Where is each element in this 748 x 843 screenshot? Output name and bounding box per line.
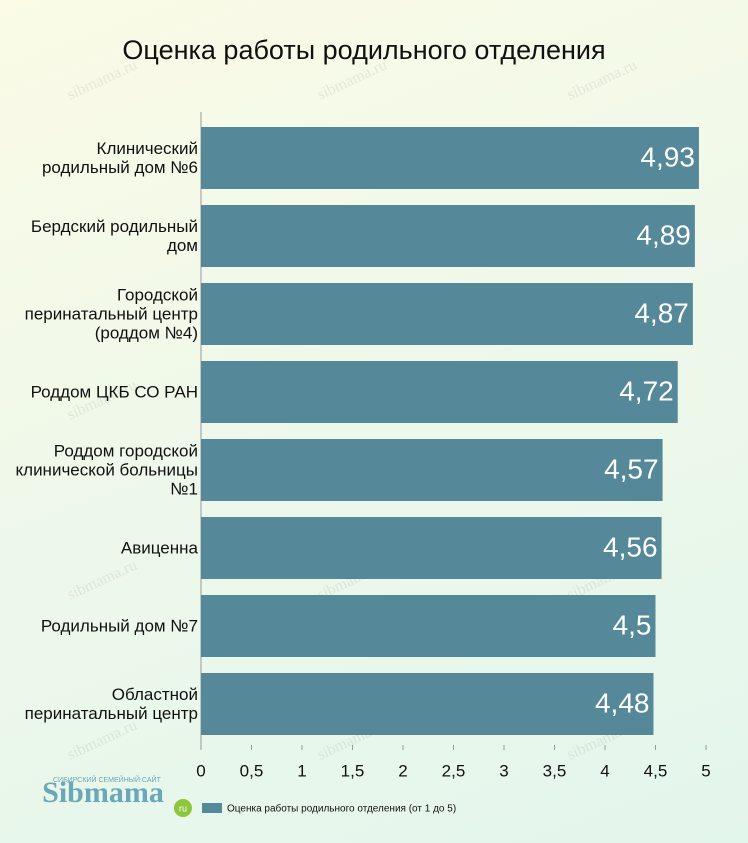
watermark: sibmama.ru [65, 556, 140, 603]
bar [201, 439, 663, 501]
y-tick-label: Родильный дом №7 [40, 616, 198, 636]
x-tick-label: 1 [297, 761, 306, 780]
value-label: 4,93 [640, 141, 695, 172]
x-tick-label: 0,5 [240, 761, 264, 780]
y-tick-label: Роддом ЦКБ СО РАН [30, 382, 198, 402]
watermark: sibmama.ru [65, 716, 140, 763]
value-label: 4,89 [636, 219, 691, 250]
bar [201, 205, 695, 267]
y-tick-label: Клинический родильный дом №6 [41, 139, 198, 177]
x-tick-label: 3,5 [543, 761, 567, 780]
value-label: 4,87 [634, 297, 689, 328]
x-tick-label: 5 [701, 761, 710, 780]
bar [201, 673, 654, 735]
value-label: 4,57 [604, 453, 659, 484]
value-label: 4,5 [613, 609, 652, 640]
chart-title: Оценка работы родильного отделения [122, 35, 605, 65]
x-tick-label: 2 [398, 761, 407, 780]
bar [201, 283, 693, 345]
x-tick-label: 3 [499, 761, 508, 780]
value-label: 4,56 [603, 531, 658, 562]
bar [201, 517, 662, 579]
logo-name: Sibmama [42, 776, 164, 809]
x-tick-label: 1,5 [341, 761, 365, 780]
logo-badge [174, 799, 192, 817]
y-tick-label: Авиценна [120, 538, 198, 558]
x-tick-label: 2,5 [442, 761, 466, 780]
logo-domain: ru [179, 803, 187, 813]
value-label: 4,72 [619, 375, 674, 406]
bar [201, 595, 656, 657]
bar [201, 361, 678, 423]
x-tick-label: 0 [196, 761, 205, 780]
y-tick-label: Областной перинатальный центр [24, 685, 198, 723]
y-tick-label: Городской перинатальный центр (роддом №4… [24, 285, 198, 343]
value-label: 4,48 [595, 687, 650, 718]
y-tick-label: Роддом городской клинической больницы №1 [15, 441, 198, 499]
x-tick-label: 4,5 [644, 761, 668, 780]
legend-label: Оценка работы родильного отделения (от 1… [227, 803, 456, 815]
bar [201, 127, 699, 189]
x-tick-label: 4 [600, 761, 609, 780]
legend-swatch [202, 803, 222, 813]
y-tick-label: Бердский родильный дом [30, 217, 198, 255]
logo-tagline: СИБИРСКИЙ СЕМЕЙНЫЙ САЙТ [53, 775, 162, 784]
